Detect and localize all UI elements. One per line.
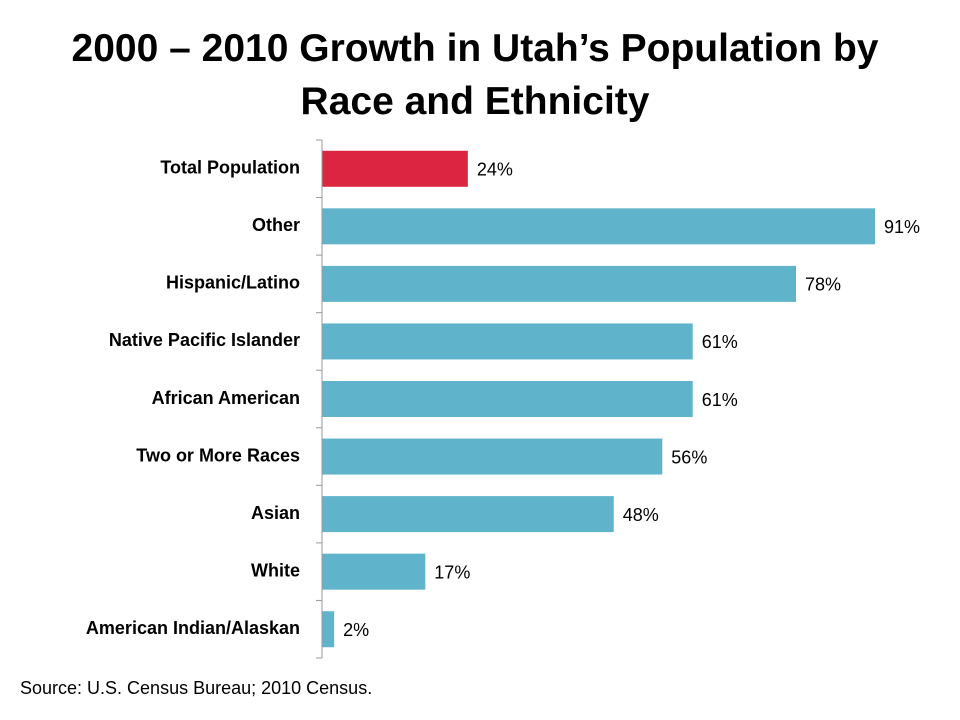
data-label: 56% <box>671 447 707 467</box>
data-label: 61% <box>702 390 738 410</box>
bar <box>322 496 614 533</box>
data-label: 2% <box>343 620 369 640</box>
data-label: 61% <box>702 332 738 352</box>
data-label: 24% <box>477 160 513 180</box>
source-note: Source: U.S. Census Bureau; 2010 Census. <box>20 678 373 698</box>
bar <box>322 438 663 475</box>
y-tick-label: Other <box>252 215 300 235</box>
y-tick-label: White <box>251 560 300 580</box>
data-label: 17% <box>434 562 470 582</box>
bar <box>322 381 693 417</box>
y-tick-label: American Indian/Alaskan <box>86 618 300 638</box>
bar <box>322 208 875 245</box>
y-tick-label: Asian <box>251 503 300 523</box>
y-tick-label: Two or More Races <box>136 445 300 465</box>
y-tick-label: Hispanic/Latino <box>166 273 300 293</box>
bar <box>322 323 693 360</box>
data-label: 78% <box>805 275 841 295</box>
bar <box>322 611 335 648</box>
bar <box>322 150 468 187</box>
data-label: 48% <box>623 505 659 525</box>
bar <box>322 265 796 302</box>
y-tick-label: Total Population <box>160 158 300 178</box>
bar <box>322 553 426 590</box>
data-label: 91% <box>884 217 920 237</box>
chart-title: 2000 – 2010 Growth in Utah’s Population … <box>71 27 879 123</box>
y-tick-label: African American <box>152 388 300 408</box>
y-tick-label: Native Pacific Islander <box>109 330 300 350</box>
